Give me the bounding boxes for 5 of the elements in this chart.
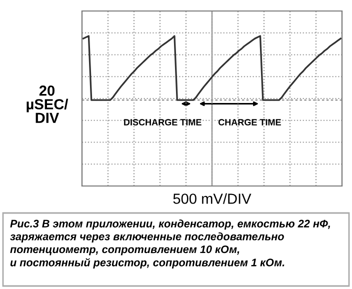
text: 500 mV/DIV (173, 193, 252, 204)
text: CHARGE TIME (218, 119, 281, 126)
text: DISCHARGE TIME (124, 119, 202, 126)
y-axis-title: 20 µSEC/ DIV (26, 85, 68, 123)
text: Рис.3 В этом приложении, конденсатор, емкостью 22 нФ, заряжается через включенные последовательно потенциометр, сопротивлением 10 кОм, и постоянный резистор, сопротивлением 1 кОм. (10, 220, 330, 268)
